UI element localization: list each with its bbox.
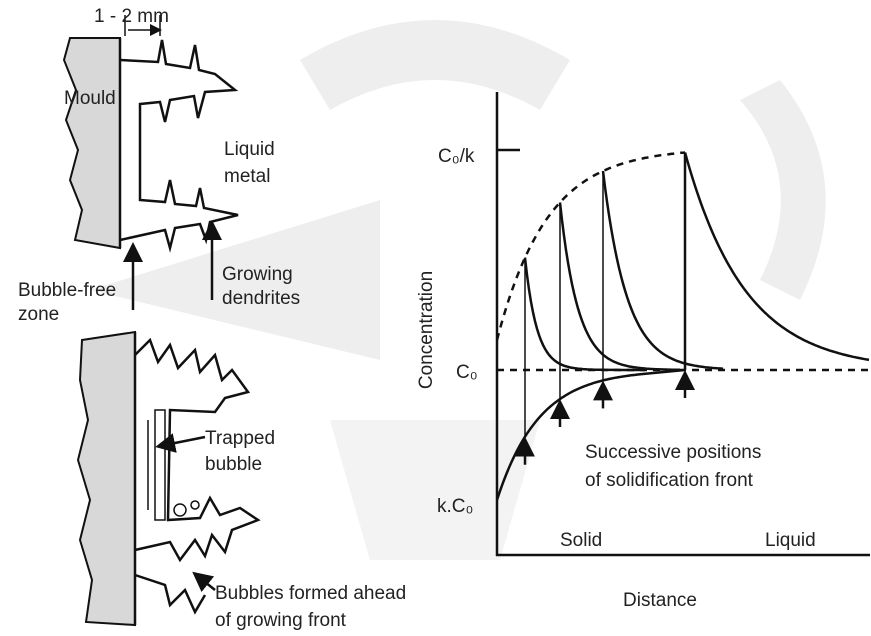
mould-diagram-top [62, 15, 239, 310]
y-axis-label: Concentration [416, 271, 437, 389]
tail-curve [523, 257, 645, 372]
dashed-curve [495, 151, 686, 341]
growing-dendrites-label: dendrites [222, 288, 300, 309]
mould-label: Mould [64, 88, 116, 109]
growing-dendrites-label: Growing [222, 264, 293, 285]
mould-diagram-bottom [76, 330, 261, 627]
x-axis-label: Distance [623, 590, 697, 611]
bubbles-formed-label: Bubbles formed ahead [215, 583, 406, 604]
annotation: of solidification front [585, 470, 754, 491]
watermark [90, 20, 826, 560]
liquid-metal-label: metal [224, 166, 270, 187]
bubbles-formed-label: of growing front [215, 610, 347, 631]
solid-label: Solid [560, 530, 602, 551]
liquid-label: Liquid [765, 530, 816, 551]
tail-curve [558, 202, 680, 372]
trapped-bubble-label: bubble [205, 454, 262, 475]
tail-curve [683, 152, 870, 362]
annotation: Successive positions [585, 442, 761, 463]
level-top-label: C₀/k [438, 146, 475, 167]
concentration-graph [495, 92, 870, 557]
gap-label: 1 - 2 mm [94, 6, 169, 27]
liquid-metal-label: Liquid [224, 139, 275, 160]
bubble-free-label: Bubble-free [18, 280, 116, 301]
trapped-bubble-label: Trapped [205, 428, 275, 449]
level-low-label: k.C₀ [437, 496, 473, 517]
level-mid-label: C₀ [456, 362, 478, 383]
bubble-free-label: zone [18, 304, 59, 325]
tail-curve [601, 170, 724, 370]
